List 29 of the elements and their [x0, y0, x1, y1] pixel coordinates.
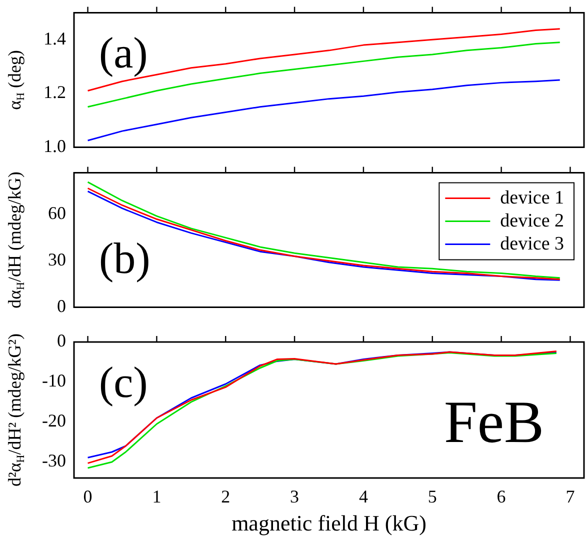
annotation: (b) [99, 234, 150, 284]
y-tick-label: 30 [48, 250, 66, 270]
y-axis-title: d²αH/dH² (mdeg/kG²) [4, 333, 27, 487]
legend-label: device 1 [500, 187, 564, 208]
y-tick-label: -10 [42, 370, 66, 391]
x-tick-label: 4 [358, 486, 368, 507]
y-axis-title: αH (deg) [4, 50, 27, 110]
y-tick-label: 0 [57, 296, 66, 316]
y-tick-label: 1.0 [44, 136, 66, 156]
y-tick-label: 1.2 [44, 82, 66, 102]
x-tick-label: 7 [566, 486, 575, 507]
legend-label: device 3 [500, 233, 564, 254]
x-tick-label: 1 [152, 486, 162, 507]
y-tick-label: 0 [57, 330, 66, 351]
legend-label: device 2 [500, 210, 564, 232]
x-tick-label: 6 [496, 486, 506, 507]
annotation: FeB [444, 389, 544, 456]
annotation: (c) [99, 358, 148, 408]
x-tick-label: 3 [290, 486, 300, 507]
y-axis-title: dαH/dH (mdeg/kG) [4, 172, 27, 308]
y-tick-label: 60 [48, 203, 66, 224]
annotation: (a) [99, 28, 148, 78]
x-tick-label: 2 [221, 486, 230, 507]
y-tick-label: -20 [42, 410, 66, 431]
x-axis-title: magnetic field H (kG) [232, 510, 426, 536]
y-tick-label: 1.4 [44, 28, 66, 48]
x-tick-label: 5 [428, 486, 437, 507]
y-tick-label: -30 [42, 450, 66, 471]
x-tick-label: 0 [83, 486, 92, 507]
